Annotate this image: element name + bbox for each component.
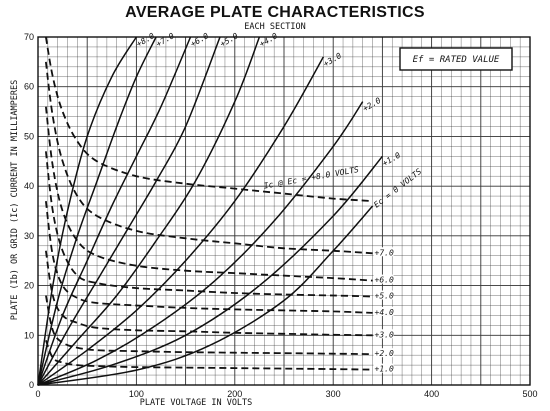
grid-current-curve xyxy=(45,106,373,282)
x-tick-label: 300 xyxy=(326,389,341,399)
plate-curve-label: Ec = 0 VOLTS xyxy=(372,167,423,210)
plate-curves: +8.0+7.0 +6.0 +5.0 +4.0+3.0+2.0+1.0Ec = 0 V… xyxy=(37,31,423,386)
grid-current-curve xyxy=(45,295,373,356)
plate-curve-label: +3.0 xyxy=(322,51,343,69)
legend-box: Ef = RATED VALUE xyxy=(399,47,513,71)
y-axis-title: PLATE (Ib) OR GRID (Ic) CURRENT IN MILLI… xyxy=(10,80,20,321)
x-tick-label: 0 xyxy=(35,389,40,399)
grid-curve-label: +7.0 xyxy=(375,248,394,257)
axis-ticks: 0 100 200 300 400 500 0 10 20 30 40 50 60 70 xyxy=(24,32,538,399)
plate-curve xyxy=(37,101,364,386)
x-tick-label: 200 xyxy=(227,389,242,399)
plot-frame xyxy=(37,36,531,386)
grid-curve-label-bg xyxy=(373,290,394,300)
y-tick-label: 50 xyxy=(24,131,34,141)
grid-curve-label-bg xyxy=(373,306,394,316)
y-tick-label: 20 xyxy=(24,281,34,291)
x-tick-label: 400 xyxy=(424,389,439,399)
plate-curve-label: +1.0 xyxy=(381,151,402,169)
x-tick-label: 100 xyxy=(129,389,144,399)
grid-current-curves: Ic @ Ec = +8.0 VOLTS +7.0 +6.0 +5.0 +4.0 +3.0… xyxy=(45,36,394,374)
grid-curve-label-bg xyxy=(373,247,394,257)
grid xyxy=(37,36,531,386)
chart-title: AVERAGE PLATE CHARACTERISTICS xyxy=(125,4,425,21)
grid-curve-label-bg xyxy=(373,363,394,373)
plate-curve xyxy=(37,36,221,386)
x-axis-title: PLATE VOLTAGE IN VOLTS xyxy=(140,398,253,408)
plate-curve xyxy=(37,155,383,386)
x-tick-label: 500 xyxy=(522,389,537,399)
plate-curve xyxy=(37,36,192,386)
grid-current-curve xyxy=(45,151,373,298)
plate-curve-label: +8.0 xyxy=(135,31,156,49)
grid-curve-label: +4.0 xyxy=(375,308,394,317)
grid-curve-label: +5.0 xyxy=(375,292,394,301)
grid-curve-label-bg xyxy=(373,348,394,358)
grid-current-curve xyxy=(45,36,373,202)
plate-curve-label: +2.0 xyxy=(361,96,382,114)
y-tick-label: 70 xyxy=(24,32,34,42)
y-tick-label: 60 xyxy=(24,82,34,92)
plate-curve-label: +7.0 xyxy=(155,31,176,49)
grid-current-annotation: Ic @ Ec = +8.0 VOLTS xyxy=(263,165,360,191)
grid-curve-label: +6.0 xyxy=(375,276,394,285)
legend-text: Ef = RATED VALUE xyxy=(413,55,500,65)
grid-current-curve xyxy=(45,61,373,255)
y-tick-label: 10 xyxy=(24,330,34,340)
y-tick-label: 0 xyxy=(29,380,34,390)
plate-curve xyxy=(37,36,261,386)
grid-curve-label: +1.0 xyxy=(375,365,394,374)
grid-curve-label: +2.0 xyxy=(375,349,394,358)
plate-curve-label: +6.0 xyxy=(189,31,210,49)
grid-current-curve xyxy=(45,250,373,337)
plate-curve-label: +4.0 xyxy=(258,31,279,49)
y-tick-label: 40 xyxy=(24,181,34,191)
chart-subtitle: EACH SECTION xyxy=(244,22,305,32)
grid-current-curve xyxy=(45,200,373,314)
y-tick-label: 30 xyxy=(24,231,34,241)
grid-curve-label-bg xyxy=(373,274,394,284)
grid-curve-label-bg xyxy=(373,329,394,339)
grid-curve-label: +3.0 xyxy=(375,330,394,339)
plate-curve-label: +5.0 xyxy=(219,31,240,49)
grid-current-curve xyxy=(45,339,373,371)
plate-curve xyxy=(37,36,157,386)
